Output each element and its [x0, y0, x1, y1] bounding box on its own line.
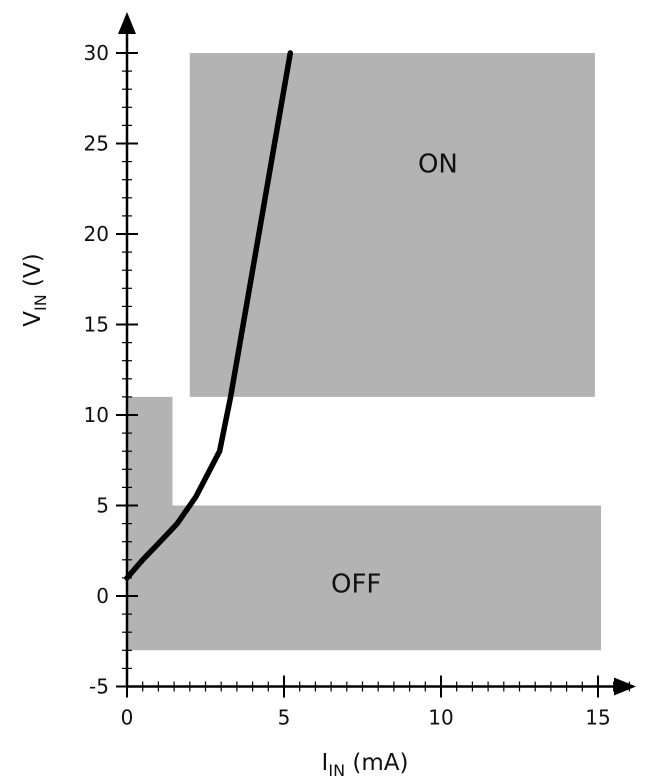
- series-line-1: [124, 50, 294, 581]
- labels-layer: ON OFF -5 0 5 10 15 20 25 30 0 5 10 15: [84, 41, 611, 730]
- x-axis-title: IIN (mA): [322, 750, 409, 780]
- y-axis-arrow: [118, 12, 136, 34]
- y-axis-title: VIN (V): [20, 253, 50, 326]
- y-axis-title-rest: (V): [20, 253, 46, 294]
- regions-layer: [127, 53, 602, 651]
- y-tick-label: 20: [84, 222, 109, 246]
- region-label-off: OFF: [331, 569, 381, 599]
- x-tick-label: 15: [585, 706, 610, 730]
- y-axis-title-sub: IN: [31, 294, 50, 311]
- x-axis-arrow: [614, 677, 636, 696]
- y-tick-label: -5: [89, 675, 109, 699]
- curve-layer: [124, 50, 294, 581]
- region-label-on: ON: [418, 150, 458, 180]
- x-axis-title-rest: (mA): [345, 750, 408, 776]
- y-tick-label: 25: [84, 132, 109, 156]
- y-tick-label: 5: [96, 494, 109, 518]
- x-tick-label: 5: [278, 706, 291, 730]
- region-off: [127, 396, 602, 651]
- x-tick-label: 0: [121, 706, 134, 730]
- region-on: [189, 53, 595, 397]
- y-tick-label: 10: [84, 403, 109, 427]
- y-axis-title-main: V: [20, 311, 46, 327]
- x-axis-title-main: I: [322, 750, 329, 776]
- y-tick-label: 0: [96, 584, 109, 608]
- x-tick-label: 10: [428, 706, 453, 730]
- y-tick-label: 15: [84, 313, 109, 337]
- x-axis-title-sub: IN: [328, 761, 345, 780]
- y-tick-label: 30: [84, 41, 109, 65]
